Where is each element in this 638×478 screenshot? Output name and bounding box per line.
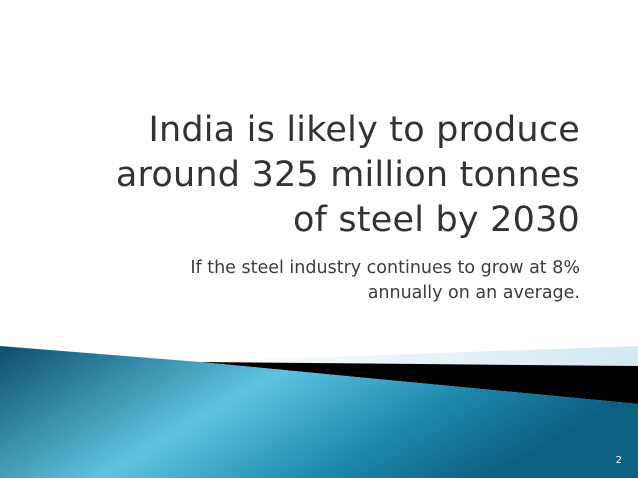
subtitle-line-2: annually on an average. [367,283,580,303]
band-blue-main [0,346,638,478]
title-line-1: India is likely to produce [148,110,580,150]
page-number: 2 [615,455,622,466]
band-pale-streak [180,346,638,366]
subtitle-line-1: If the steel industry continues to grow … [190,258,580,278]
title-line-3: of steel by 2030 [292,200,580,240]
title-line-2: around 325 million tonnes [115,155,580,195]
slide-title: India is likely to produce around 325 mi… [60,108,580,243]
slide-subtitle: If the steel industry continues to grow … [40,256,580,306]
